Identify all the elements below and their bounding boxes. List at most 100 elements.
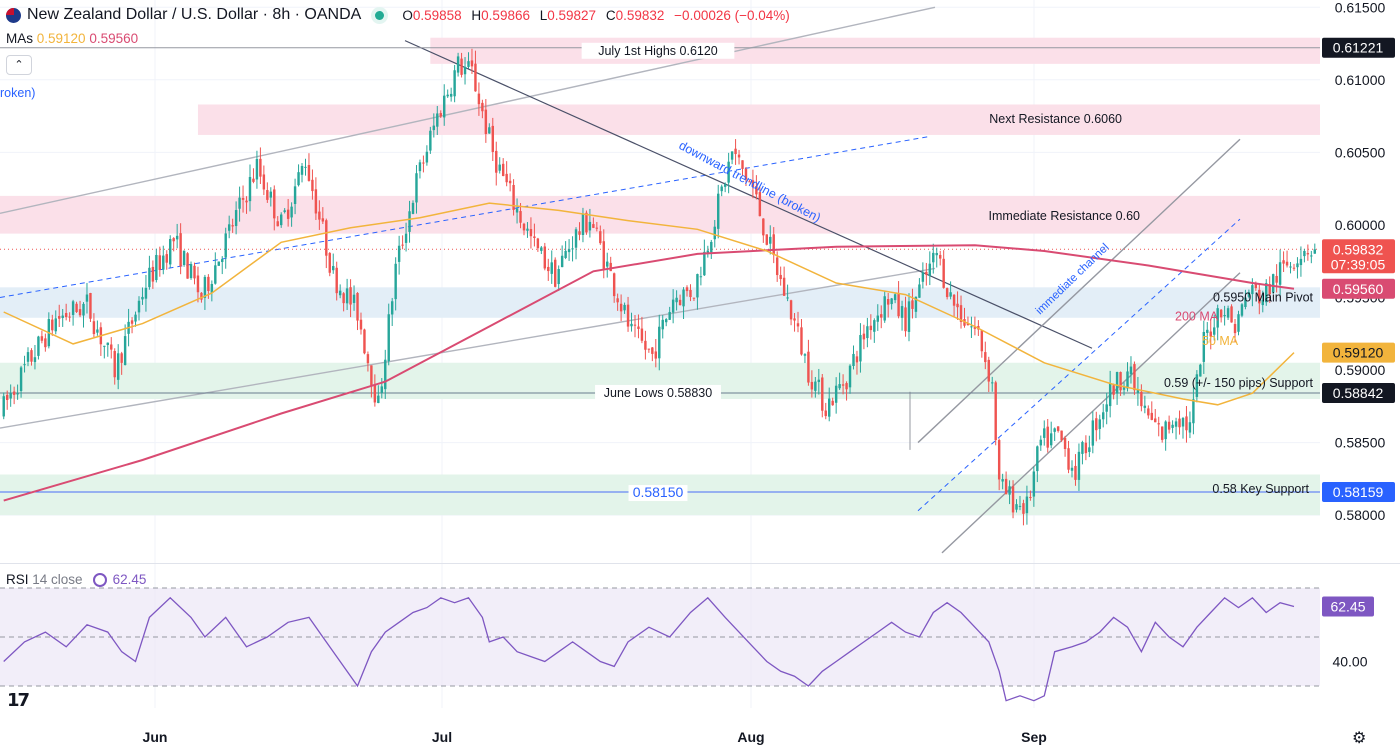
candle [477, 82, 481, 116]
candle-body [335, 267, 338, 294]
gear-icon[interactable]: ⚙ [1352, 730, 1367, 747]
candle [134, 311, 137, 327]
candle-body [363, 329, 366, 354]
candle [658, 314, 661, 371]
market-status-icon[interactable] [375, 10, 385, 20]
candle [186, 252, 189, 279]
candle [116, 344, 120, 390]
candle [221, 256, 224, 275]
candle [1119, 371, 1122, 396]
candle-body [925, 271, 928, 275]
price-tag-label: 0.59560 [1333, 281, 1384, 297]
candle-body [793, 318, 796, 321]
candle [144, 274, 148, 312]
candle-body [1115, 371, 1119, 394]
candle [848, 364, 852, 394]
rsi-legend[interactable]: RSI 14 close 62.45 [6, 572, 146, 587]
candle [689, 284, 692, 302]
candle-body [890, 298, 893, 305]
candle-body [1244, 297, 1247, 307]
candle-body [318, 211, 321, 220]
candle [810, 370, 814, 398]
candle [377, 385, 380, 404]
candle [814, 376, 817, 398]
candle [61, 308, 64, 327]
candle [876, 304, 879, 331]
candle [1174, 417, 1178, 440]
candle [1011, 480, 1015, 519]
candle-body [720, 186, 723, 192]
symbol-title[interactable]: New Zealand Dollar / U.S. Dollar · 8h · … [27, 6, 362, 23]
candle-body [227, 224, 231, 231]
candle-body [1240, 304, 1244, 316]
candle-body [1129, 366, 1133, 375]
candle [699, 266, 703, 286]
candle-body [1046, 426, 1049, 448]
candle-body [203, 276, 207, 298]
price-tag: 0.61221 [1322, 37, 1395, 58]
candle [668, 306, 671, 321]
candle-body [574, 229, 578, 248]
candle-body [553, 259, 557, 287]
candle [602, 229, 605, 279]
candle-body [1147, 408, 1150, 416]
candle-body [664, 319, 668, 323]
candle [706, 245, 710, 258]
candle-body [231, 225, 234, 227]
candle-body [1226, 308, 1230, 318]
candle [772, 227, 775, 264]
candle [904, 296, 907, 337]
candle [342, 292, 345, 312]
candle [623, 302, 626, 314]
label-058150-bg [628, 485, 688, 502]
ma-legend[interactable]: MAs 0.59120 0.59560 [6, 31, 138, 46]
candle [99, 322, 103, 356]
candle-body [991, 382, 994, 384]
candle [189, 261, 193, 280]
candle [1282, 251, 1285, 272]
candle-body [772, 234, 775, 256]
candle-body [644, 340, 647, 350]
candle [907, 293, 911, 342]
circle-arrow-icon [92, 572, 107, 587]
candle [1126, 362, 1129, 392]
rsi-tag-bg [1322, 596, 1374, 617]
candle [356, 292, 359, 331]
candle [959, 295, 963, 329]
candle-body [748, 181, 751, 183]
candle [439, 110, 442, 119]
price-tag-bg [1322, 239, 1395, 274]
lower-channel-line [0, 267, 936, 429]
candle [789, 299, 793, 326]
candle-body [1029, 497, 1032, 499]
candle-body [1178, 418, 1181, 428]
candle-body [366, 354, 370, 364]
candle [1150, 401, 1153, 421]
candle-body [619, 303, 623, 312]
candle [474, 50, 477, 92]
candle [803, 353, 807, 364]
candle-body [1296, 263, 1299, 268]
candle [1133, 361, 1136, 395]
candle-body [169, 239, 172, 265]
candle [307, 153, 311, 182]
candle-body [1039, 439, 1043, 446]
candle [148, 255, 151, 290]
candle [682, 287, 685, 319]
candle [92, 313, 96, 338]
candle-body [44, 338, 47, 348]
candle [286, 199, 290, 227]
collapse-legend-button[interactable]: ⌃ [6, 55, 32, 75]
candle [1219, 308, 1223, 323]
candle-body [1223, 315, 1226, 317]
candle [564, 241, 567, 260]
candle-body [300, 165, 304, 175]
label-july-highs-bg [581, 42, 735, 59]
candle [932, 243, 935, 274]
tradingview-logo[interactable]: 17 [7, 690, 30, 711]
label-058-support: 0.58 Key Support [1212, 482, 1309, 496]
candle [85, 282, 89, 314]
candle-body [214, 265, 217, 284]
